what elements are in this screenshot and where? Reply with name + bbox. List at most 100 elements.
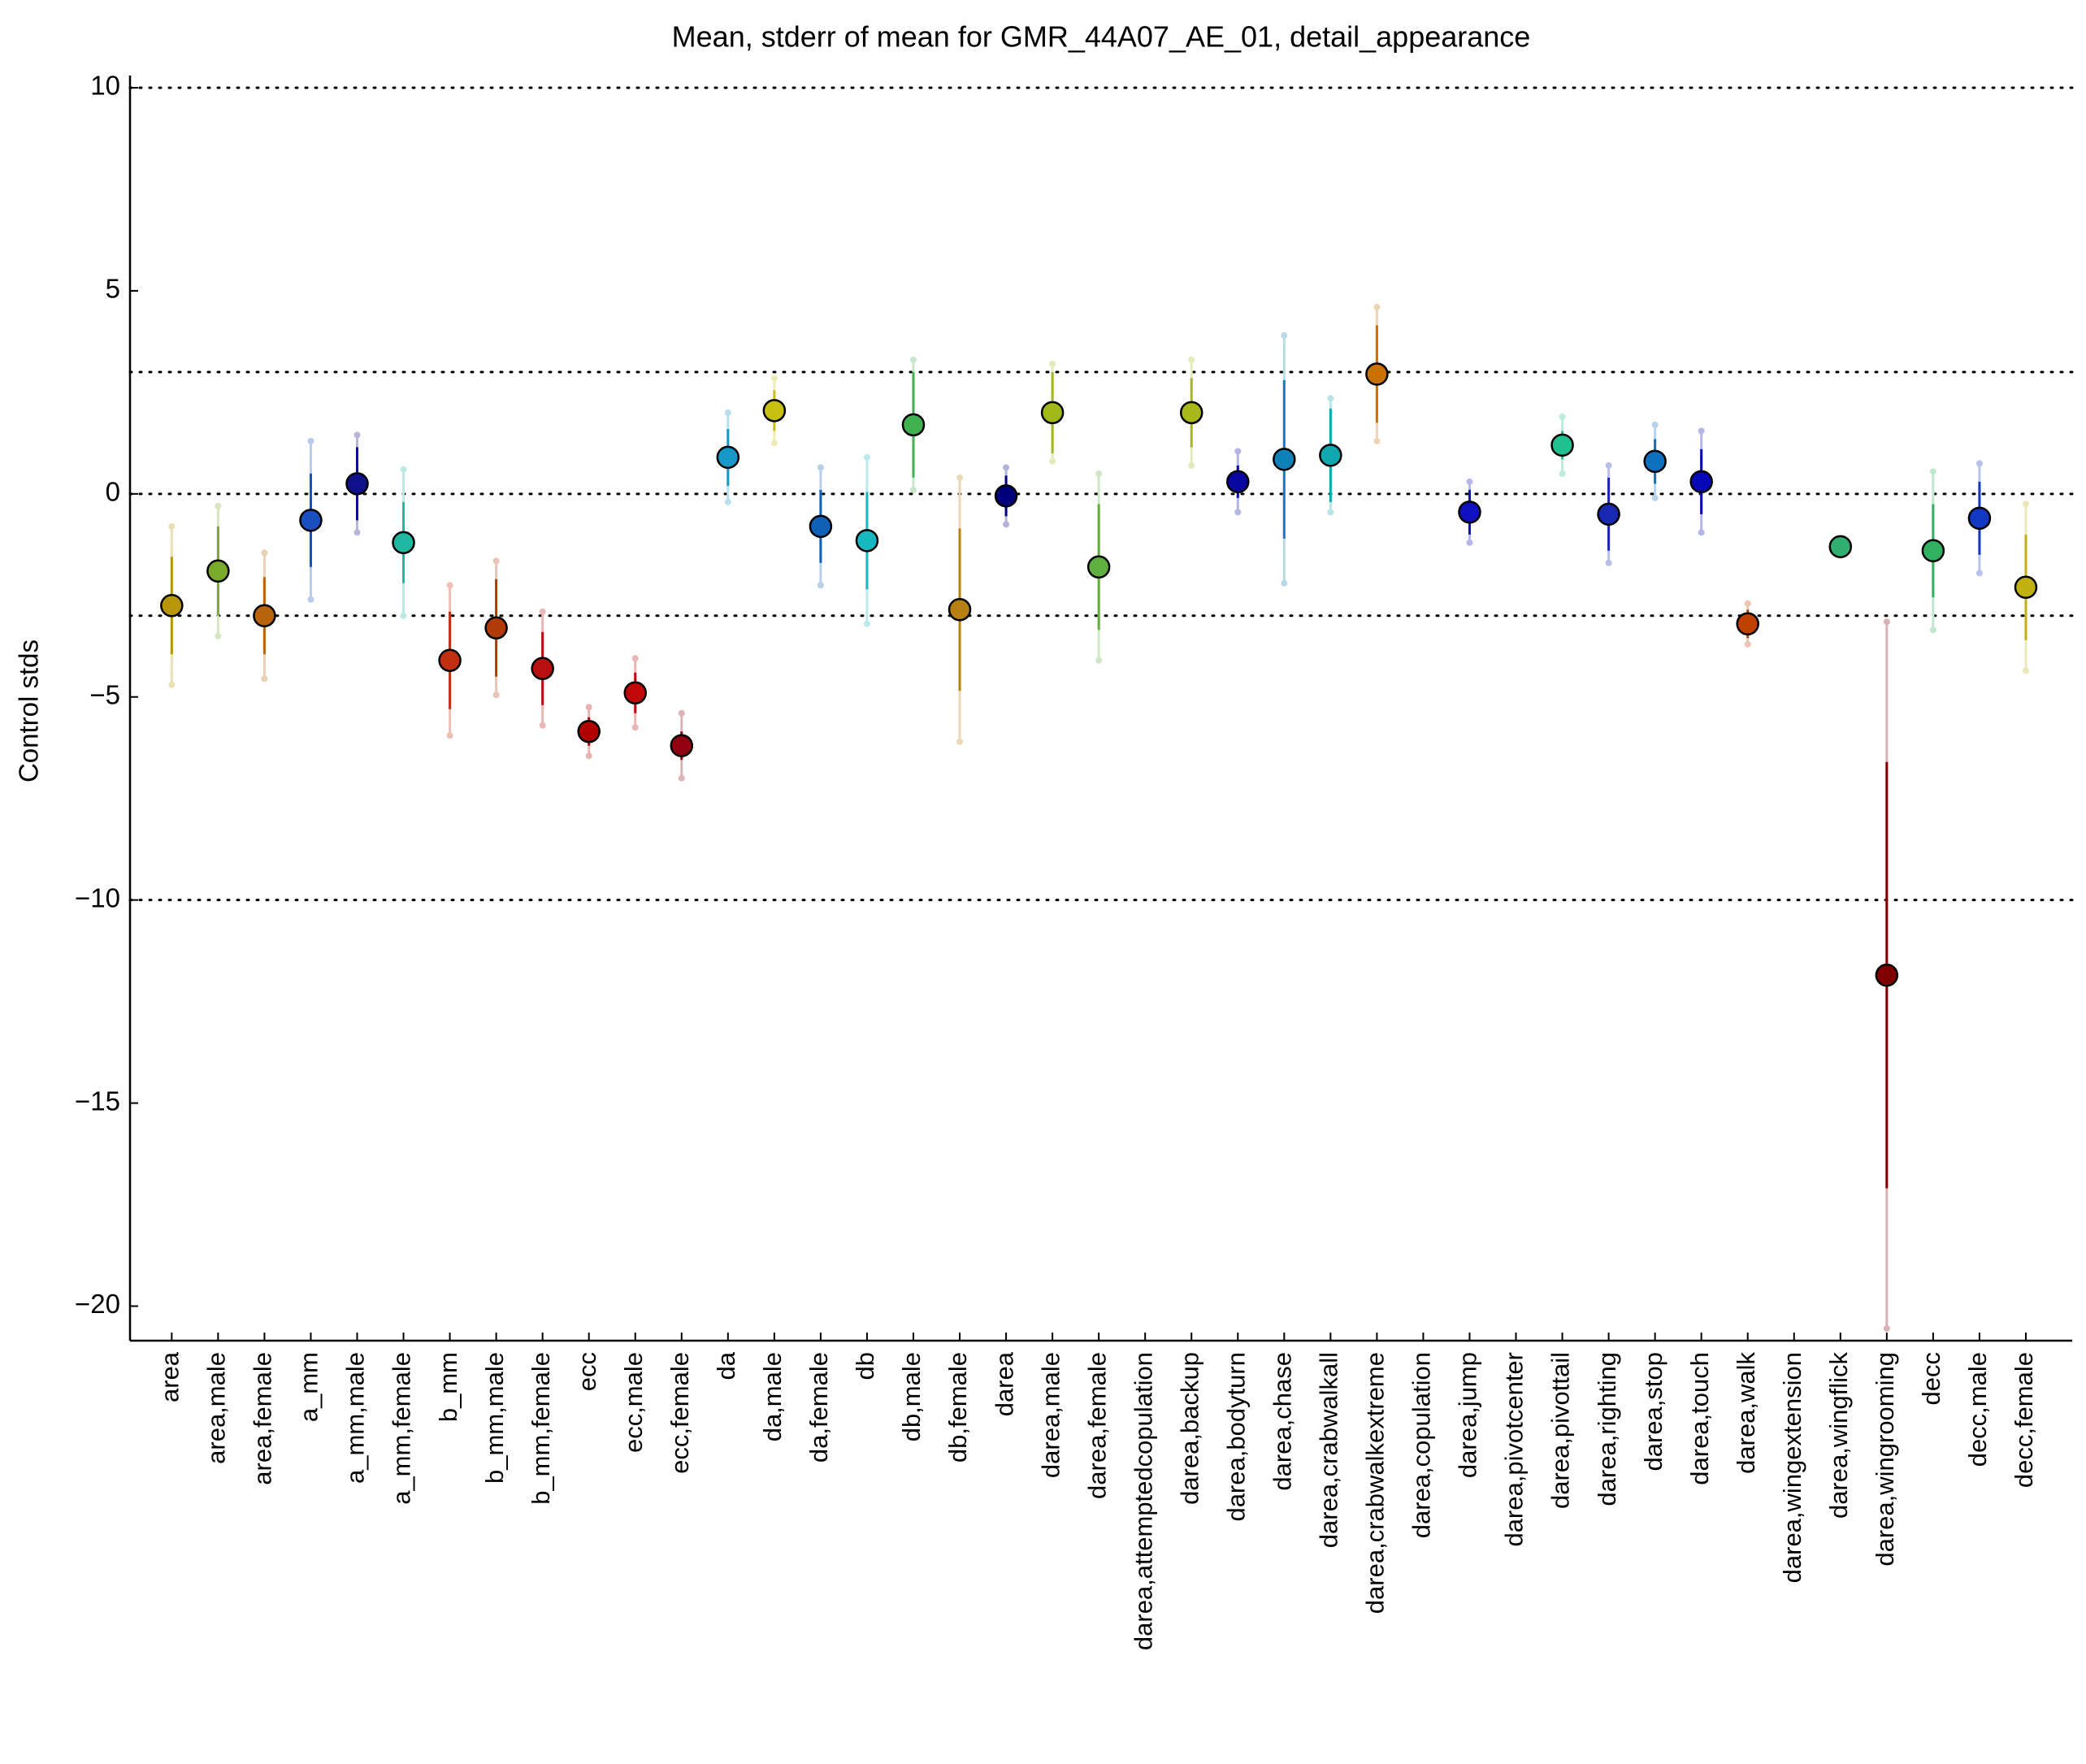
spread-cap xyxy=(1466,478,1473,485)
x-tick-label: darea,walk xyxy=(1732,1352,1760,1474)
x-tick-label: darea,wingextension xyxy=(1778,1352,1806,1583)
mean-marker xyxy=(1319,444,1342,467)
x-tick-label: darea,pivottail xyxy=(1546,1352,1575,1509)
spread-cap xyxy=(307,596,314,603)
spread-cap xyxy=(817,464,824,471)
x-tick-label: decc xyxy=(1917,1352,1945,1405)
x-tick-label: b_mm,female xyxy=(527,1352,555,1505)
mean-marker xyxy=(1226,470,1250,494)
spread-cap xyxy=(1466,539,1473,546)
mean-marker xyxy=(392,531,415,555)
y-tick-label: 10 xyxy=(90,71,120,101)
spread-cap xyxy=(1188,356,1195,363)
x-tick-label: darea,touch xyxy=(1685,1352,1714,1485)
spread-cap xyxy=(817,582,824,589)
mean-marker xyxy=(623,681,647,705)
spread-cap xyxy=(909,356,917,363)
x-tick-label: decc,female xyxy=(2010,1352,2038,1488)
spread-cap xyxy=(678,774,685,782)
spread-cap xyxy=(215,632,222,639)
spread-cap xyxy=(307,437,314,444)
spread-cap xyxy=(1281,579,1288,587)
mean-marker xyxy=(716,445,740,470)
mean-marker xyxy=(762,399,787,423)
spread-cap xyxy=(1003,521,1010,528)
y-tick-label: −10 xyxy=(75,882,120,912)
x-tick-label: decc,male xyxy=(1963,1352,1992,1467)
spread-cap xyxy=(1651,421,1659,428)
mean-marker xyxy=(206,559,230,583)
spread-cap xyxy=(1929,468,1936,475)
x-tick-label: darea,female xyxy=(1082,1352,1111,1499)
spread-cap xyxy=(1559,470,1566,477)
spread-cap xyxy=(956,474,964,481)
x-tick-label: a_mm,female xyxy=(388,1352,416,1505)
spread-cap xyxy=(770,375,778,382)
spread-cap xyxy=(1929,626,1936,634)
spread-cap xyxy=(261,675,268,683)
mean-marker xyxy=(1643,449,1667,474)
x-tick-label: darea,backup xyxy=(1175,1352,1203,1505)
chart-title: Mean, stderr of mean for GMR_44A07_AE_01… xyxy=(672,20,1531,54)
x-tick-label: darea,attemptedcopulation xyxy=(1129,1352,1157,1650)
mean-marker xyxy=(1040,401,1065,425)
y-tick-label: 5 xyxy=(106,274,120,304)
x-tick-label: darea,crabwalkall xyxy=(1315,1352,1343,1548)
spread-cap xyxy=(863,453,870,461)
x-tick-label: da,male xyxy=(758,1352,787,1441)
spread-cap xyxy=(1049,457,1056,465)
spread-cap xyxy=(2022,667,2029,674)
y-tick-label: −15 xyxy=(75,1086,120,1116)
spread-cap xyxy=(400,466,407,473)
mean-marker xyxy=(1967,506,1992,531)
mean-marker xyxy=(1086,555,1111,579)
x-tick-label: darea,jump xyxy=(1454,1352,1482,1478)
x-tick-label: ecc xyxy=(573,1352,601,1391)
x-tick-label: a_mm,male xyxy=(341,1352,370,1484)
spread-cap xyxy=(956,738,964,745)
spread-cap xyxy=(1095,470,1103,477)
spread-cap xyxy=(1327,509,1334,516)
x-tick-label: area,male xyxy=(202,1352,231,1464)
x-tick-label: darea,stop xyxy=(1639,1352,1667,1471)
spread-cap xyxy=(585,704,592,711)
x-tick-label: area,female xyxy=(249,1352,277,1485)
spread-cap xyxy=(1883,618,1890,626)
x-tick-label: darea,crabwalkextreme xyxy=(1361,1352,1390,1614)
mean-marker xyxy=(2014,575,2038,600)
mean-marker xyxy=(1736,612,1759,636)
spread-cap xyxy=(1373,437,1381,444)
spread-cap xyxy=(770,440,778,447)
spread-cap xyxy=(1698,427,1705,435)
x-tick-label: darea,righting xyxy=(1593,1352,1621,1506)
spread-cap xyxy=(1327,395,1334,402)
x-tick-label: darea,chase xyxy=(1268,1352,1296,1491)
spread-cap xyxy=(353,431,361,439)
mean-marker xyxy=(1689,470,1713,494)
x-tick-label: darea xyxy=(990,1351,1018,1416)
mean-marker xyxy=(1365,362,1389,386)
x-tick-label: db,female xyxy=(943,1352,972,1463)
mean-marker xyxy=(1458,501,1481,524)
mean-marker xyxy=(438,648,462,673)
spread-cap xyxy=(724,498,731,505)
spread-cap xyxy=(1095,657,1103,664)
spread-cap xyxy=(1744,640,1751,648)
mean-marker xyxy=(1875,963,1899,987)
x-tick-label: darea,pivotcenter xyxy=(1500,1352,1529,1547)
x-tick-label: b_mm xyxy=(434,1352,462,1422)
x-tick-label: darea,wingflick xyxy=(1824,1352,1853,1519)
mean-marker xyxy=(1179,401,1203,425)
mean-marker xyxy=(994,484,1018,508)
x-tick-label: db,male xyxy=(897,1352,926,1441)
spread-cap xyxy=(1003,464,1010,471)
spread-cap xyxy=(261,549,268,557)
spread-cap xyxy=(1698,529,1705,536)
mean-marker xyxy=(577,719,601,743)
mean-marker xyxy=(1921,539,1945,563)
x-tick-label: area xyxy=(156,1351,184,1402)
spread-cap xyxy=(446,732,453,739)
x-tick-label: darea,copulation xyxy=(1407,1352,1436,1538)
spread-cap xyxy=(724,409,731,416)
x-tick-label: darea,male xyxy=(1036,1352,1065,1478)
